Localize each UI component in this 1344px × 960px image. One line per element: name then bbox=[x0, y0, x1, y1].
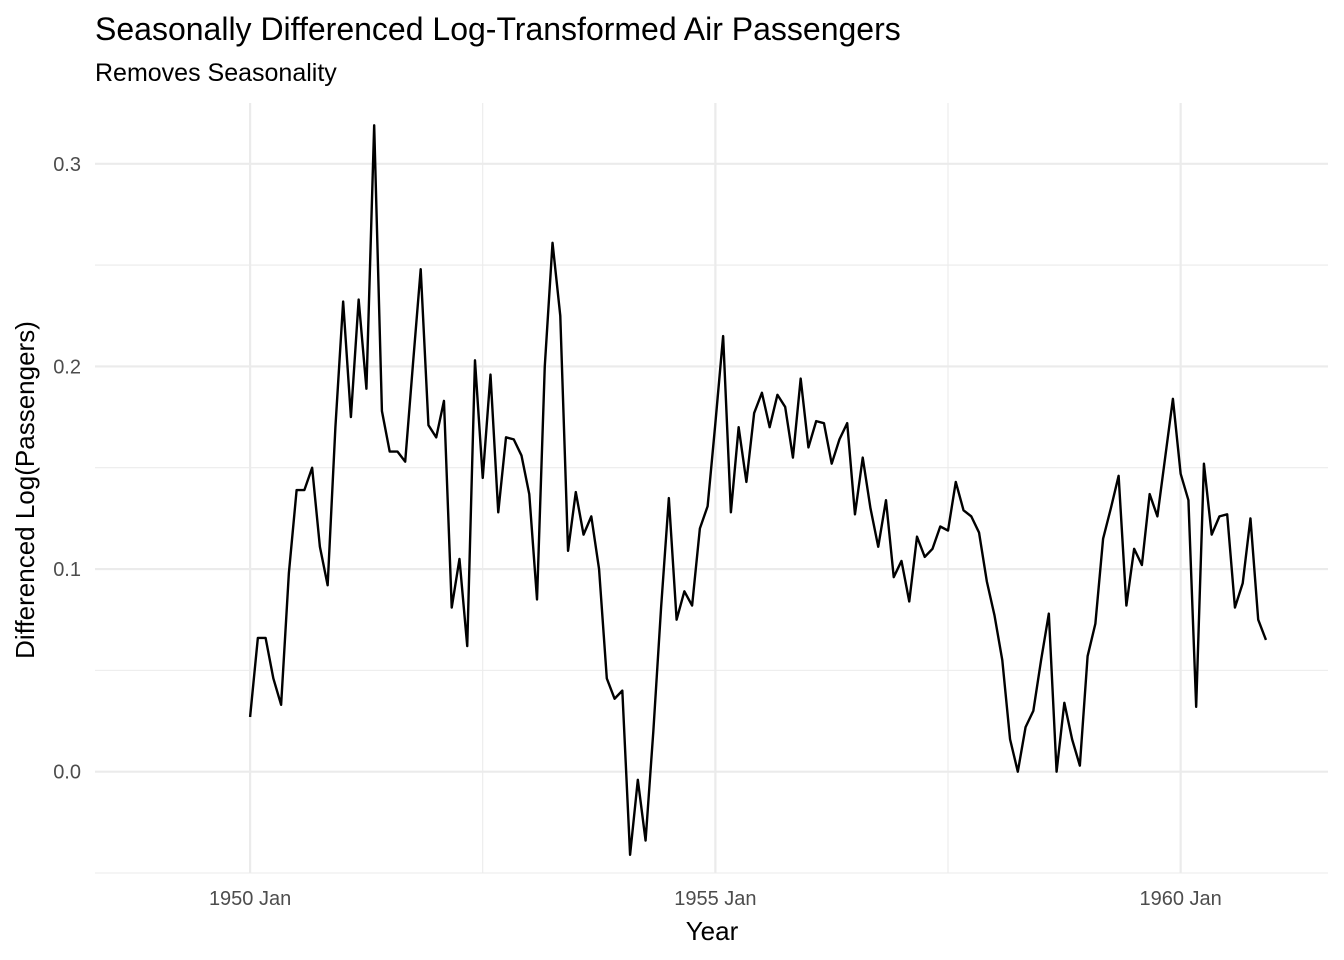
y-axis-ticks: 0.0 0.1 0.2 0.3 bbox=[53, 154, 81, 784]
x-tick-label: 1960 Jan bbox=[1140, 888, 1222, 910]
chart-title: Seasonally Differenced Log-Transformed A… bbox=[95, 11, 901, 47]
y-tick-label: 0.2 bbox=[53, 356, 81, 378]
major-gridlines bbox=[95, 103, 1328, 873]
series-line bbox=[248, 124, 1268, 856]
series-line-group bbox=[248, 124, 1268, 856]
x-tick-label: 1955 Jan bbox=[674, 888, 756, 910]
x-axis-ticks: 1950 Jan 1955 Jan 1960 Jan bbox=[209, 888, 1222, 910]
y-tick-label: 0.3 bbox=[53, 154, 81, 176]
x-axis-title: Year bbox=[686, 916, 739, 946]
x-tick-label: 1950 Jan bbox=[209, 888, 291, 910]
y-tick-label: 0.0 bbox=[53, 762, 81, 784]
y-tick-label: 0.1 bbox=[53, 559, 81, 581]
y-axis-title: Differenced Log(Passengers) bbox=[10, 321, 40, 659]
minor-gridlines bbox=[95, 103, 1328, 874]
chart-subtitle: Removes Seasonality bbox=[95, 59, 337, 87]
